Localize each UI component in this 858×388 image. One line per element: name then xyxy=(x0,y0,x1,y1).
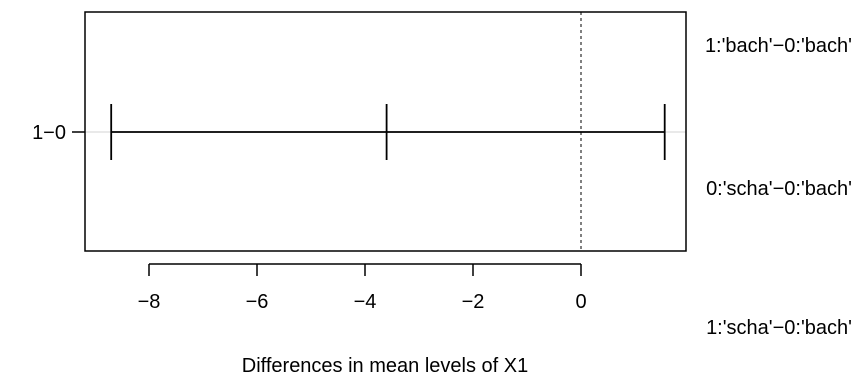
x-tick-label: 0 xyxy=(575,291,586,313)
x-axis-label: Differences in mean levels of X1 xyxy=(242,355,528,377)
side-label-3: 1:'scha'−0:'bach' xyxy=(706,317,852,339)
x-tick-label: −8 xyxy=(138,291,161,313)
y-tick-label: 1−0 xyxy=(32,122,66,144)
side-label-2: 0:'scha'−0:'bach' xyxy=(706,178,852,200)
x-tick-label: −6 xyxy=(246,291,269,313)
x-axis: −8 −6 −4 −2 0 xyxy=(138,263,587,313)
intervals-group xyxy=(110,104,666,160)
side-label-1: 1:'bach'−0:'bach' xyxy=(705,35,852,57)
x-tick-label: −2 xyxy=(462,291,485,313)
x-tick-label: −4 xyxy=(354,291,377,313)
y-axis: 1−0 xyxy=(32,122,85,144)
